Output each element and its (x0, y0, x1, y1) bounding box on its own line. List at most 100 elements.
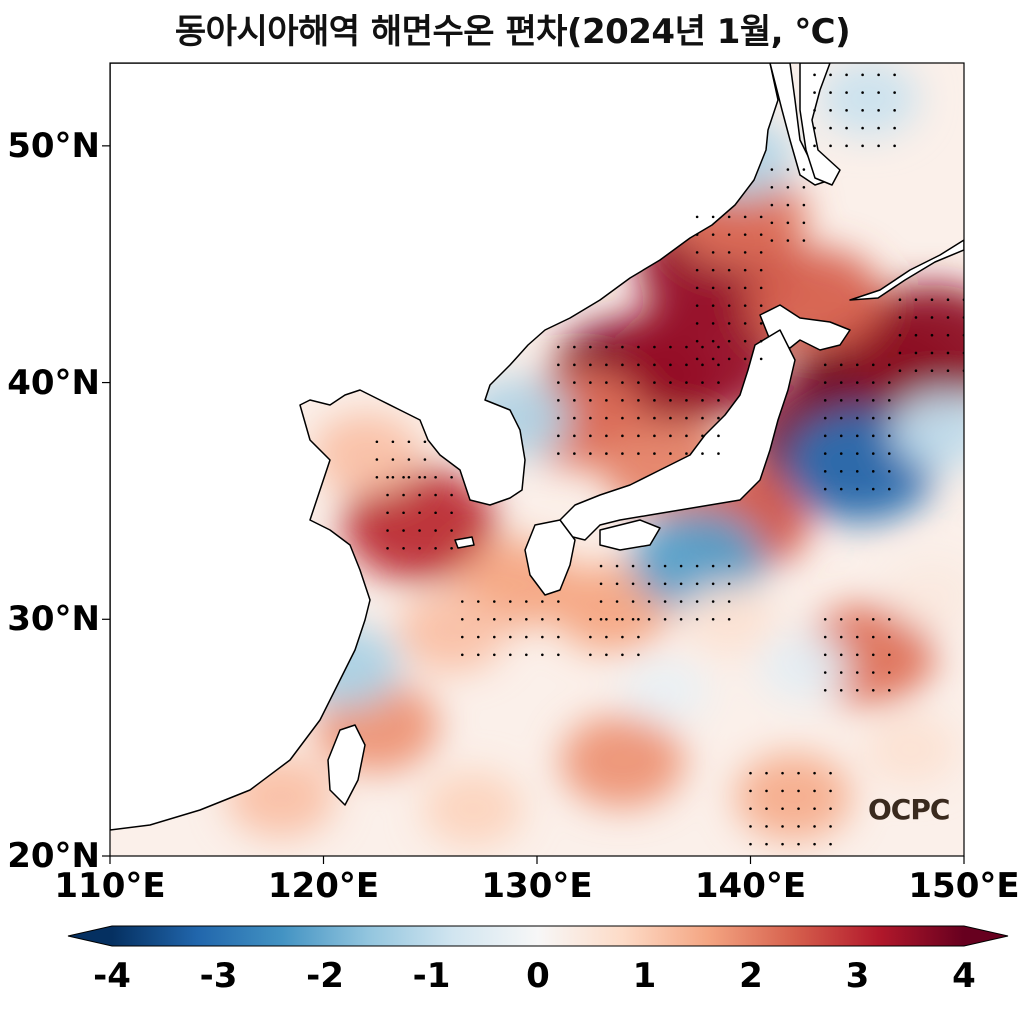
stipple-dot (887, 688, 891, 692)
stipple-dot (386, 475, 389, 479)
stipple-dot (402, 511, 405, 515)
stipple-dot (823, 487, 827, 491)
stipple-dot (829, 825, 832, 828)
stipple-dot (749, 825, 752, 828)
stipple-dot (423, 475, 427, 479)
stipple-dot (386, 546, 389, 550)
stipple-dot (391, 440, 395, 444)
stipple-dot (727, 617, 731, 621)
stipple-dot (813, 789, 816, 793)
anomaly-patch-6 (343, 467, 496, 582)
stipple-dot (695, 286, 699, 290)
stipple-dot (599, 600, 603, 603)
stipple-dot (621, 635, 624, 639)
land-kyushu (524, 519, 576, 596)
stipple-dot (759, 357, 763, 361)
stipple-dot (541, 635, 544, 639)
stipple-dot (685, 434, 688, 438)
stipple-dot (802, 185, 806, 189)
stipple-dot (893, 73, 896, 77)
stipple-dot (855, 452, 859, 455)
lon-tick-label: 120°E (267, 866, 380, 906)
stipple-dot (402, 475, 405, 479)
stipple-dot (711, 357, 715, 361)
stipple-dot (525, 617, 528, 621)
stipple-dot (637, 434, 640, 438)
stipple-dot (631, 617, 635, 621)
anomaly-patch-27 (863, 714, 958, 785)
stipple-dot (861, 109, 864, 112)
stipple-dot (605, 363, 608, 367)
stipple-dot (541, 600, 544, 603)
stipple-dot (669, 345, 672, 349)
stipple-dot (418, 493, 421, 497)
stipple-dot (653, 434, 656, 438)
stipple-dot (765, 789, 768, 793)
stipple-dot (887, 399, 891, 402)
stipple-dot (621, 381, 624, 384)
colorbar-outline (67, 925, 1009, 947)
stipple-dot (679, 564, 683, 568)
stipple-dot (813, 91, 816, 94)
stipple-dot (557, 345, 560, 349)
stipple-dot (418, 511, 421, 515)
stipple-dot (855, 470, 859, 473)
stipple-dot (797, 807, 800, 810)
stipple-dot (450, 529, 453, 532)
stipple-dot (759, 304, 763, 307)
stipple-dot (476, 635, 480, 639)
stipple-dot (476, 600, 480, 603)
stipple-dot (695, 357, 699, 361)
stipple-dot (871, 688, 875, 692)
stipple-dot (711, 339, 715, 343)
stipple-dot (557, 381, 560, 384)
stipple-dot (460, 635, 464, 639)
stipple-dot (701, 434, 704, 438)
stipple-dot (829, 126, 832, 130)
stipple-dot (887, 470, 891, 473)
stipple-dot (605, 416, 608, 420)
stipple-dot (621, 653, 624, 657)
stipple-dot (589, 363, 592, 367)
stipple-dot (749, 807, 752, 810)
anomaly-patch-16 (735, 753, 852, 841)
stipple-dot (802, 239, 806, 242)
stipple-dot (701, 381, 704, 384)
lat-tick-label: 30°N (7, 599, 100, 640)
stipple-dot (717, 416, 720, 420)
stipple-dot (893, 144, 896, 148)
stipple-dot (839, 487, 843, 491)
stipple-dot (711, 582, 715, 586)
stipple-dot (946, 351, 950, 355)
stipple-dot (743, 322, 747, 325)
stipple-dot (839, 363, 843, 367)
stipple-dot (839, 688, 843, 692)
stipple-dot (605, 381, 608, 384)
stipple-dot (855, 399, 859, 402)
colorbar-tick-label: 2 (739, 956, 763, 996)
stipple-dot (589, 416, 592, 420)
stipple-dot (727, 582, 731, 586)
stipple-dot (605, 617, 608, 621)
stipple-dot (839, 470, 843, 473)
stipple-dot (914, 298, 918, 302)
stipple-dot (402, 529, 405, 532)
stipple-dot (685, 381, 688, 384)
lon-tick-label: 140°E (694, 866, 807, 906)
stipple-dot (509, 635, 512, 639)
stipple-dot (845, 144, 848, 148)
anomaly-patch-25 (890, 390, 964, 469)
stipple-dot (615, 600, 619, 603)
stipple-dot (589, 434, 592, 438)
stipple-dot (727, 322, 731, 325)
stipple-dot (647, 617, 651, 621)
stipple-dot (727, 600, 731, 603)
stipple-dot (695, 268, 699, 272)
stipple-dot (573, 452, 576, 455)
stipple-dot (829, 842, 832, 846)
stipple-dot (727, 304, 731, 307)
stipple-dot (711, 304, 715, 307)
stipple-dot (418, 546, 421, 550)
stipple-dot (743, 304, 747, 307)
stipple-dot (450, 511, 453, 515)
